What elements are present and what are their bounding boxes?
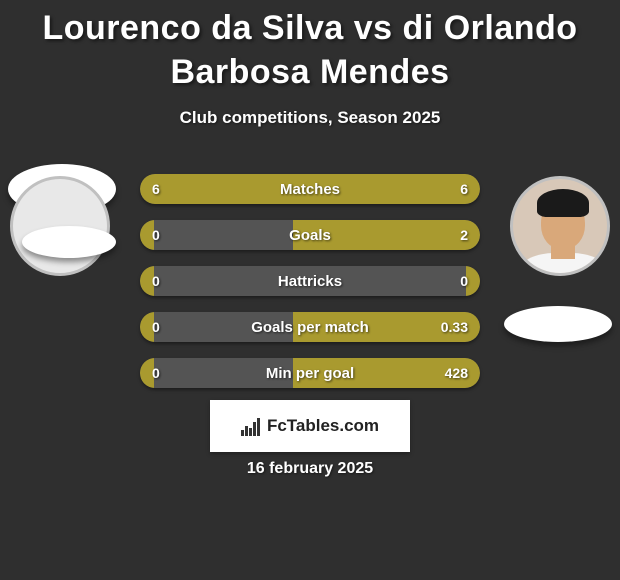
stat-value-left: 0 (152, 358, 160, 388)
comparison-bars: Matches66Goals02Hattricks00Goals per mat… (140, 174, 480, 404)
stat-label: Matches (140, 174, 480, 204)
bar-chart-icon (241, 416, 261, 436)
stat-bar: Matches6 6 (140, 174, 480, 204)
stat-value-left: 0 (152, 312, 160, 342)
stat-value-left: 0 (152, 220, 160, 250)
stat-label: Hattricks (140, 266, 480, 296)
stat-value-left: 6 (152, 174, 160, 204)
decorative-oval (504, 306, 612, 342)
site-logo: FcTables.com (210, 400, 410, 452)
subtitle: Club competitions, Season 2025 (0, 108, 620, 128)
stat-value-right: 428 (445, 358, 468, 388)
stat-bar: Hattricks0 0 (140, 266, 480, 296)
date-label: 16 february 2025 (0, 460, 620, 478)
stat-label: Goals (140, 220, 480, 250)
page-title: Lourenco da Silva vs di Orlando Barbosa … (0, 0, 620, 94)
stat-label: Min per goal (140, 358, 480, 388)
stat-value-right: 0.33 (441, 312, 468, 342)
stat-bar: Min per goal0 428 (140, 358, 480, 388)
decorative-oval (22, 226, 116, 258)
stat-value-right: 6 (460, 174, 468, 204)
stat-bar: Goals per match0 0.33 (140, 312, 480, 342)
player-right-avatar (510, 176, 610, 276)
stat-value-left: 0 (152, 266, 160, 296)
logo-text: FcTables.com (267, 416, 379, 436)
stat-label: Goals per match (140, 312, 480, 342)
stat-value-right: 2 (460, 220, 468, 250)
stat-value-right: 0 (460, 266, 468, 296)
stat-bar: Goals0 2 (140, 220, 480, 250)
